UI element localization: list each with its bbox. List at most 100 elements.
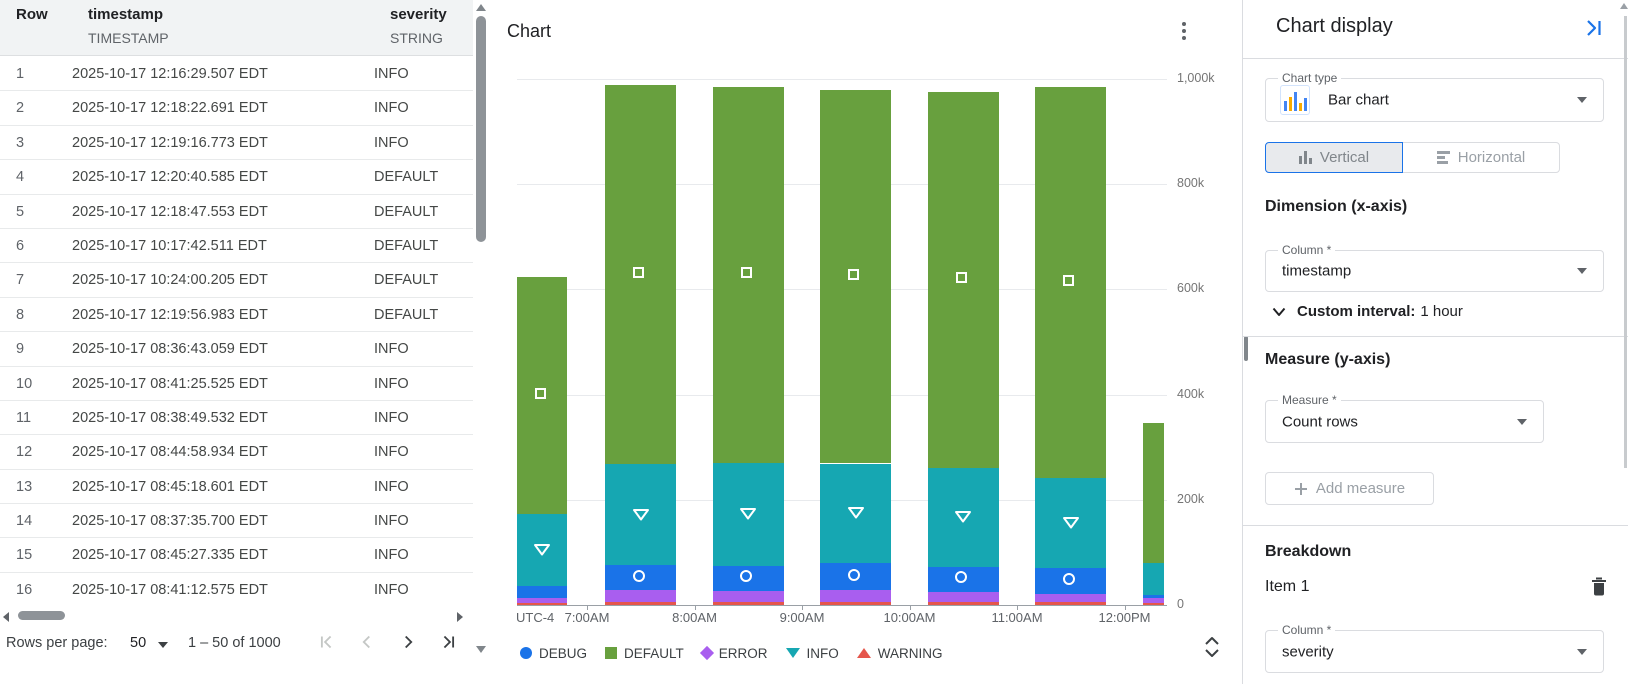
- first-page-button[interactable]: [315, 631, 339, 655]
- bar-segment-warning[interactable]: [927, 602, 999, 605]
- bar-segment-info[interactable]: [517, 514, 567, 587]
- bar-segment-debug[interactable]: [517, 586, 567, 598]
- legend-marker-square-icon: [605, 647, 618, 659]
- bar-segment-error[interactable]: [1035, 594, 1106, 603]
- severity-cell: INFO: [374, 375, 409, 392]
- previous-page-button[interactable]: [356, 631, 380, 655]
- table-row[interactable]: 3 2025-10-17 12:19:16.773 EDT INFO: [0, 126, 473, 161]
- row-number-cell: 12: [16, 444, 33, 461]
- vertical-scrollbar-thumb[interactable]: [476, 16, 486, 242]
- table-row[interactable]: 9 2025-10-17 08:36:43.059 EDT INFO: [0, 332, 473, 367]
- timestamp-cell: 2025-10-17 10:24:00.205 EDT: [72, 272, 268, 289]
- scroll-down-icon[interactable]: [476, 646, 486, 653]
- panel-right-scrollbar-thumb[interactable]: [1624, 16, 1627, 468]
- scroll-up-icon[interactable]: [476, 4, 486, 11]
- row-number-cell: 7: [16, 272, 25, 289]
- rows-per-page-select[interactable]: 50: [130, 635, 147, 651]
- unfold-chart-icon[interactable]: [1202, 634, 1222, 665]
- next-page-button[interactable]: [397, 631, 421, 655]
- horizontal-orientation-button[interactable]: Horizontal: [1402, 142, 1560, 173]
- x-axis-tick: [1124, 605, 1126, 610]
- bar-segment-error[interactable]: [1143, 598, 1164, 604]
- bar-segment-error[interactable]: [712, 590, 784, 603]
- legend-marker-triangle-down-icon: [785, 648, 800, 658]
- measure-select[interactable]: Measure * Count rows: [1265, 393, 1544, 443]
- vertical-orientation-button[interactable]: Vertical: [1265, 142, 1403, 173]
- scroll-right-icon[interactable]: [457, 612, 463, 622]
- table-row[interactable]: 14 2025-10-17 08:37:35.700 EDT INFO: [0, 504, 473, 539]
- bar-segment-info[interactable]: [820, 463, 891, 564]
- panel-scrollbar-thumb[interactable]: [1244, 336, 1248, 361]
- row-number-cell: 10: [16, 375, 33, 392]
- bar-segment-info[interactable]: [1035, 477, 1106, 568]
- delete-breakdown-icon[interactable]: [1591, 577, 1607, 601]
- table-row[interactable]: 11 2025-10-17 08:38:49.532 EDT INFO: [0, 401, 473, 436]
- dimension-column-select[interactable]: Column * timestamp: [1265, 243, 1604, 292]
- bar-segment-default[interactable]: [517, 277, 567, 514]
- table-row[interactable]: 5 2025-10-17 12:18:47.553 EDT DEFAULT: [0, 195, 473, 229]
- column-header-timestamp: timestamp: [88, 6, 164, 23]
- bar-segment-default[interactable]: [820, 90, 891, 464]
- plus-icon: [1294, 482, 1307, 495]
- rows-per-page-caret-icon[interactable]: [158, 642, 168, 648]
- bar-segment-default[interactable]: [712, 86, 784, 463]
- scroll-left-icon[interactable]: [3, 612, 9, 622]
- column-type-severity: STRING: [390, 30, 443, 46]
- table-row[interactable]: 4 2025-10-17 12:20:40.585 EDT DEFAULT: [0, 160, 473, 195]
- custom-interval-toggle[interactable]: Custom interval: 1 hour: [1272, 303, 1463, 320]
- horizontal-scrollbar-thumb[interactable]: [18, 611, 65, 620]
- table-row[interactable]: 1 2025-10-17 12:16:29.507 EDT INFO: [0, 57, 473, 92]
- table-row[interactable]: 7 2025-10-17 10:24:00.205 EDT DEFAULT: [0, 263, 473, 298]
- bar-segment-error[interactable]: [605, 590, 676, 603]
- table-row[interactable]: 13 2025-10-17 08:45:18.601 EDT INFO: [0, 470, 473, 505]
- table-vertical-scrollbar[interactable]: [473, 0, 490, 684]
- series-marker-square: [1063, 274, 1074, 286]
- severity-cell: INFO: [374, 581, 409, 598]
- bar-segment-debug[interactable]: [1143, 595, 1164, 599]
- bar-segment-info[interactable]: [1143, 562, 1164, 595]
- bar-segment-default[interactable]: [1143, 423, 1164, 563]
- series-marker-square: [534, 388, 546, 400]
- table-row[interactable]: 12 2025-10-17 08:44:58.934 EDT INFO: [0, 435, 473, 470]
- bar-segment-warning[interactable]: [1035, 602, 1106, 605]
- table-row[interactable]: 15 2025-10-17 08:45:27.335 EDT INFO: [0, 538, 473, 573]
- table-row[interactable]: 2 2025-10-17 12:18:22.691 EDT INFO: [0, 91, 473, 126]
- bar-segment-info[interactable]: [712, 462, 784, 566]
- bar-segment-warning[interactable]: [820, 602, 891, 605]
- timestamp-cell: 2025-10-17 12:16:29.507 EDT: [72, 66, 268, 82]
- breakdown-column-select[interactable]: Column * severity: [1265, 623, 1604, 673]
- bar-segment-default[interactable]: [927, 91, 999, 468]
- bar-segment-warning[interactable]: [605, 602, 676, 605]
- bar-segment-warning[interactable]: [712, 602, 784, 605]
- bar-segment-default[interactable]: [1035, 86, 1106, 478]
- last-page-button[interactable]: [438, 631, 462, 655]
- bar-segment-info[interactable]: [927, 467, 999, 567]
- bar-segment-warning[interactable]: [517, 602, 567, 605]
- table-row[interactable]: 6 2025-10-17 10:17:42.511 EDT DEFAULT: [0, 229, 473, 264]
- timestamp-cell: 2025-10-17 08:38:49.532 EDT: [72, 409, 268, 426]
- scroll-up-icon[interactable]: [1620, 3, 1628, 9]
- column-type-timestamp: TIMESTAMP: [88, 30, 169, 46]
- y-axis-tick-label: 200k: [1177, 491, 1205, 506]
- bar-segment-error[interactable]: [927, 591, 999, 603]
- bar-segment-default[interactable]: [605, 85, 676, 465]
- table-row[interactable]: 10 2025-10-17 08:41:25.525 EDT INFO: [0, 367, 473, 401]
- x-axis-tick-label: 7:00AM: [564, 610, 610, 625]
- horizontal-scrollbar[interactable]: [0, 606, 473, 626]
- bar-segment-warning[interactable]: [1143, 603, 1164, 605]
- chart-options-menu-icon[interactable]: [1176, 21, 1192, 43]
- row-number-cell: 13: [16, 478, 33, 495]
- series-marker-triangle-down: [954, 509, 972, 524]
- severity-cell: DEFAULT: [374, 203, 439, 220]
- add-measure-button[interactable]: Add measure: [1265, 472, 1434, 505]
- column-header-severity: severity: [390, 6, 447, 23]
- timestamp-cell: 2025-10-17 12:20:40.585 EDT: [72, 169, 268, 186]
- table-row[interactable]: 8 2025-10-17 12:19:56.983 EDT DEFAULT: [0, 298, 473, 333]
- bar-segment-error[interactable]: [820, 589, 891, 603]
- collapse-panel-icon[interactable]: [1584, 19, 1604, 42]
- table-row[interactable]: 16 2025-10-17 08:41:12.575 EDT INFO: [0, 573, 473, 606]
- bar-segment-error[interactable]: [517, 597, 567, 603]
- bar-segment-info[interactable]: [605, 464, 676, 566]
- chart-type-select[interactable]: Chart type Bar chart: [1265, 71, 1604, 122]
